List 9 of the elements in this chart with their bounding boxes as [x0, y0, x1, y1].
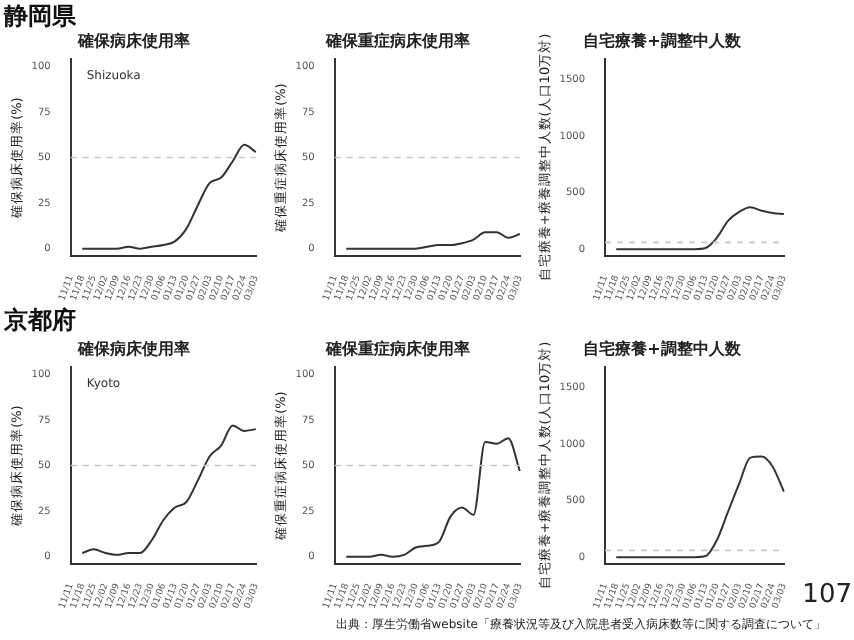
chart-title: 確保病床使用率: [76, 29, 190, 50]
chart-title: 確保重症病床使用率: [324, 337, 470, 358]
chart-title: 自宅療養+調整中人数: [583, 29, 743, 50]
chart-title: 自宅療養+調整中人数: [583, 337, 743, 358]
text: 静岡県: [4, 0, 76, 34]
chart-title: 確保重症病床使用率: [324, 29, 470, 50]
chart-title: 確保病床使用率: [76, 337, 190, 358]
text: 京都府: [4, 304, 76, 338]
text: 107: [802, 580, 852, 610]
